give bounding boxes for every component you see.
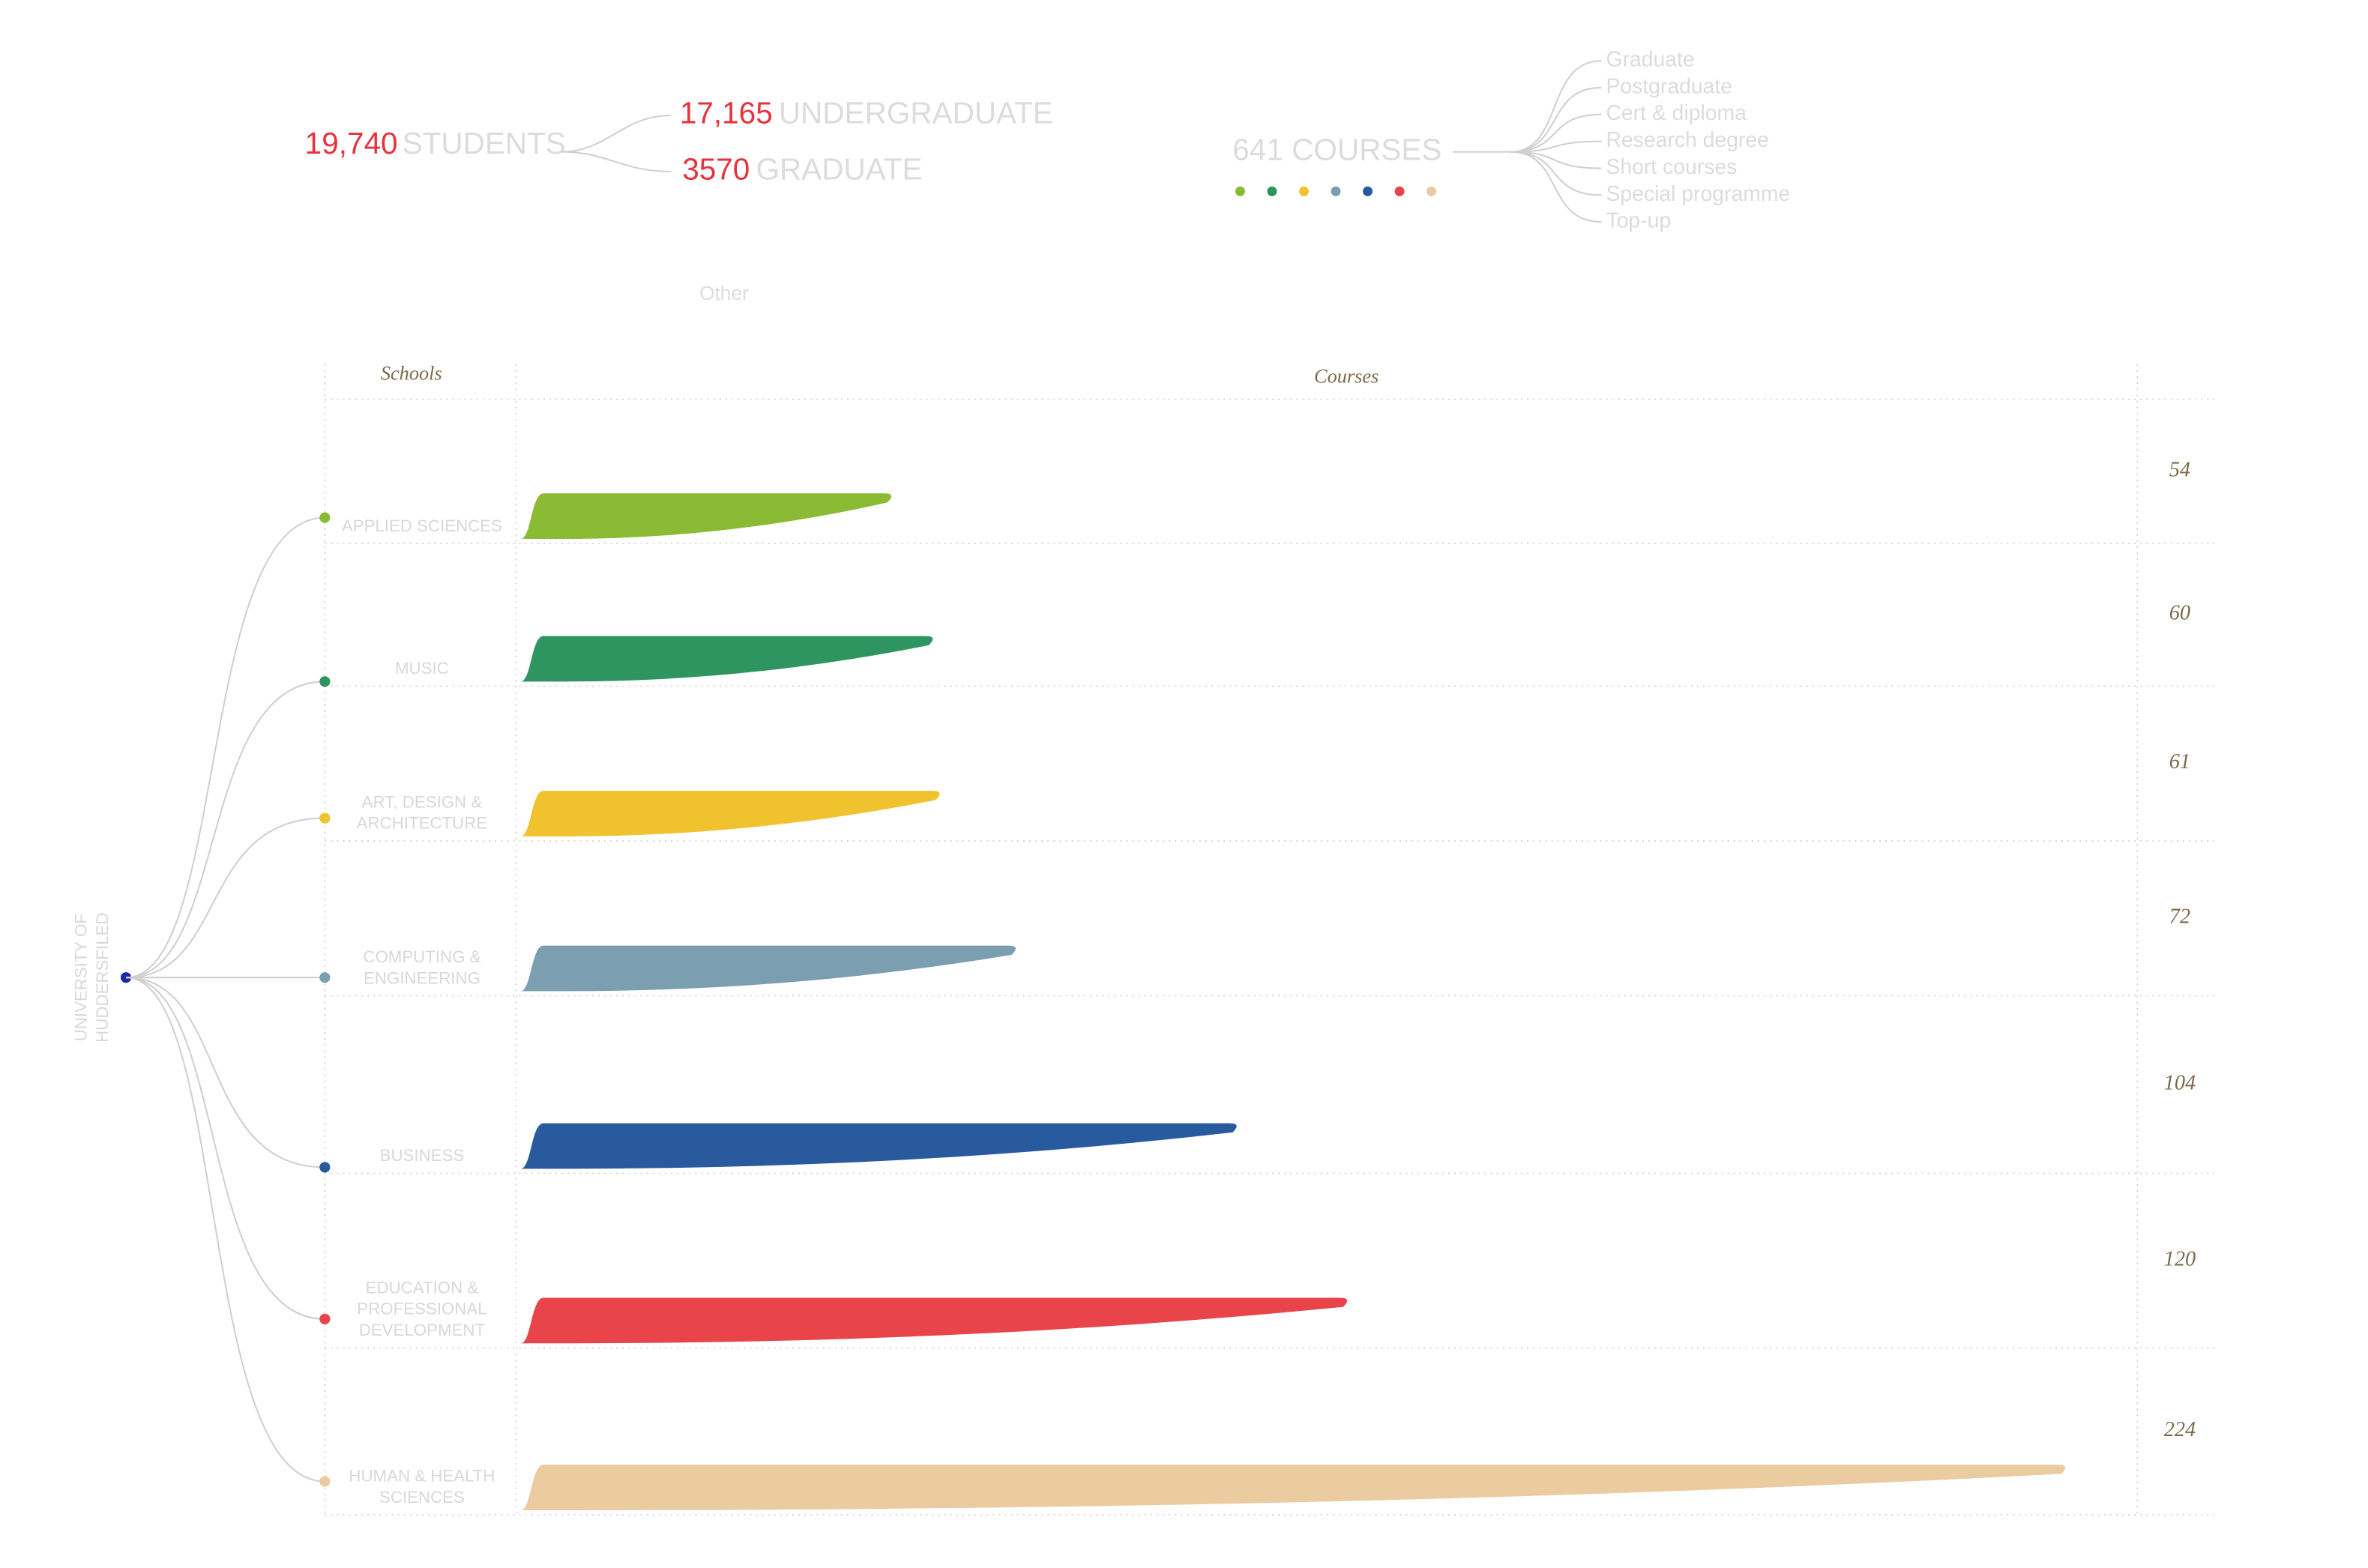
students-count: 19,740 <box>305 126 398 160</box>
courses-tree-branch <box>1510 151 1602 196</box>
school-dot <box>319 812 331 824</box>
courses-tree-branch <box>1510 113 1602 153</box>
course-type: Top-up <box>1606 209 1671 233</box>
students-tree <box>561 114 672 172</box>
course-type: Graduate <box>1606 48 1694 72</box>
undergraduate-label: UNDERGRADUATE <box>779 96 1053 130</box>
school-label: ART, DESIGN & ARCHITECTURE <box>356 794 488 833</box>
school-label-box: ART, DESIGN & ARCHITECTURE <box>356 794 488 833</box>
bar <box>520 493 892 539</box>
school-label: HUMAN & HEALTH SCIENCES <box>349 1468 495 1507</box>
school-label: MUSIC <box>395 660 449 679</box>
courses-tree-branch <box>1510 140 1602 153</box>
link <box>126 977 325 1320</box>
school-dot <box>319 1313 331 1324</box>
course-count: 224 <box>2164 1418 2196 1441</box>
course-count: 104 <box>2164 1071 2196 1094</box>
course-type: Short courses <box>1606 155 1737 179</box>
school-dot <box>319 972 331 983</box>
other-label: Other <box>699 282 749 304</box>
school-label: APPLIED SCIENCES <box>341 517 503 536</box>
school-label-box: BUSINESS <box>379 1147 465 1166</box>
courses-header: Courses <box>1314 365 1379 387</box>
bar <box>520 636 933 682</box>
bar <box>520 945 1016 992</box>
link <box>126 681 325 979</box>
courses-tree-branch <box>1510 151 1602 169</box>
graduate-label: GRADUATE <box>756 152 922 187</box>
school-label: BUSINESS <box>379 1147 465 1166</box>
course-count: 72 <box>2169 905 2190 929</box>
schools-header: Schools <box>381 362 442 384</box>
legend-dot <box>1298 186 1309 196</box>
course-count: 61 <box>2169 750 2190 774</box>
undergraduate-count: 17,165 <box>680 96 773 130</box>
university-label: UNIVERSITY OF HUDDERSFILED <box>73 912 112 1043</box>
school-label: COMPUTING & ENGINEERING <box>363 948 481 989</box>
legend-dot <box>1267 186 1277 196</box>
course-type: Special programme <box>1606 182 1790 206</box>
courses-title: 641 COURSES <box>1232 132 1441 166</box>
course-count: 120 <box>2164 1247 2196 1270</box>
courses-tree-branch <box>1510 60 1602 153</box>
school-label-box: EDUCATION & PROFESSIONAL DEVELOPMENT <box>357 1279 487 1341</box>
legend-dot <box>1235 186 1245 196</box>
legend-dot <box>1331 186 1341 196</box>
bar <box>520 1297 1348 1344</box>
link <box>126 516 325 979</box>
course-count: 54 <box>2169 458 2190 481</box>
link <box>126 977 325 1169</box>
link <box>126 817 325 979</box>
course-type: Research degree <box>1606 128 1768 152</box>
course-count: 60 <box>2169 602 2190 625</box>
legend-dot <box>1394 186 1405 196</box>
school-label-box: HUMAN & HEALTH SCIENCES <box>349 1468 495 1507</box>
school-label-box: APPLIED SCIENCES <box>341 517 503 536</box>
course-type: Postgraduate <box>1606 74 1732 98</box>
legend-dot <box>1363 186 1373 196</box>
school-label: EDUCATION & PROFESSIONAL DEVELOPMENT <box>357 1279 487 1341</box>
bar <box>520 1465 2066 1510</box>
courses-tree-branch <box>1510 151 1602 223</box>
school-label-box: MUSIC <box>395 660 449 679</box>
link <box>126 977 325 1483</box>
bar <box>520 791 940 836</box>
school-dot <box>319 1476 331 1487</box>
school-label-box: COMPUTING & ENGINEERING <box>363 948 481 989</box>
students-label: STUDENTS <box>403 126 566 160</box>
courses-tree-branch <box>1510 86 1602 153</box>
school-dot <box>319 676 331 687</box>
legend-dot <box>1426 186 1437 196</box>
graduate-count: 3570 <box>682 152 750 187</box>
school-dot <box>319 512 331 523</box>
course-type: Cert & diploma <box>1606 101 1747 125</box>
bar <box>520 1123 1237 1169</box>
school-dot <box>319 1162 331 1173</box>
university-label-box: UNIVERSITY OF HUDDERSFILED <box>73 912 112 1043</box>
